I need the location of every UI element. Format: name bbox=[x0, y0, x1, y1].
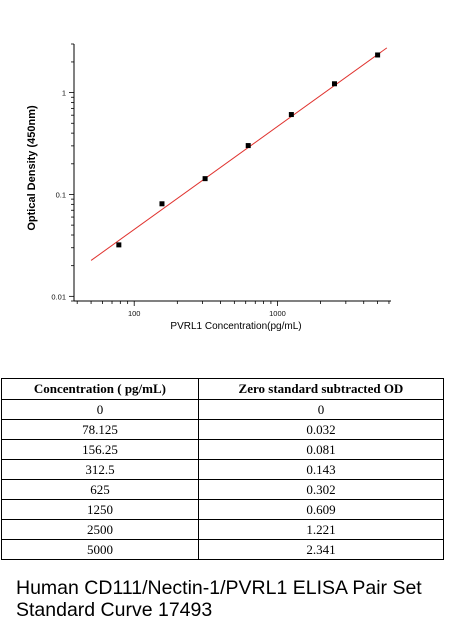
table-row: 156.25 0.081 bbox=[1, 439, 445, 460]
y-tick-label: 0.01 bbox=[51, 292, 66, 301]
data-point bbox=[375, 52, 381, 58]
od-cell: 0.143 bbox=[197, 459, 445, 480]
od-cell: 0.032 bbox=[197, 419, 445, 440]
table-row: 2500 1.221 bbox=[1, 519, 445, 540]
table-header-row: Concentration ( pg/mL) Zero standard sub… bbox=[1, 378, 445, 400]
data-points bbox=[116, 52, 381, 248]
x-axis-label: PVRL1 Concentration(pg/mL) bbox=[170, 321, 301, 332]
x-tick-label: 100 bbox=[128, 309, 141, 318]
table-row: 1250 0.609 bbox=[1, 499, 445, 520]
table-row: 312.5 0.143 bbox=[1, 459, 445, 480]
concentration-cell: 156.25 bbox=[1, 439, 199, 460]
concentration-cell: 1250 bbox=[1, 499, 199, 520]
od-cell: 1.221 bbox=[197, 519, 445, 540]
concentration-cell: 0 bbox=[1, 399, 199, 420]
y-tick-label: 1 bbox=[62, 89, 66, 98]
concentration-cell: 2500 bbox=[1, 519, 199, 540]
concentration-cell: 312.5 bbox=[1, 459, 199, 480]
x-tick-label: 1000 bbox=[269, 309, 286, 318]
column-header-od: Zero standard subtracted OD bbox=[197, 378, 445, 400]
data-point bbox=[159, 201, 165, 207]
data-point bbox=[331, 81, 337, 87]
fit-line bbox=[90, 47, 388, 261]
od-cell: 0.609 bbox=[197, 499, 445, 520]
data-point bbox=[288, 112, 294, 118]
table-row: 5000 2.341 bbox=[1, 539, 445, 560]
table-row: 78.125 0.032 bbox=[1, 419, 445, 440]
fit-line-layer bbox=[90, 47, 388, 261]
concentration-cell: 625 bbox=[1, 479, 199, 500]
column-header-concentration: Concentration ( pg/mL) bbox=[1, 378, 199, 400]
od-cell: 0 bbox=[197, 399, 445, 420]
axis-ticks: 100 1000 0.01 0.1 1 bbox=[51, 43, 390, 318]
data-point bbox=[116, 242, 122, 248]
od-cell: 0.302 bbox=[197, 479, 445, 500]
chart-axes bbox=[73, 44, 391, 302]
concentration-cell: 5000 bbox=[1, 539, 199, 560]
data-point bbox=[202, 176, 208, 182]
figure-caption: Human CD111/Nectin-1/PVRL1 ELISA Pair Se… bbox=[16, 577, 422, 621]
od-cell: 2.341 bbox=[197, 539, 445, 560]
y-tick-label: 0.1 bbox=[56, 190, 66, 199]
data-point bbox=[245, 143, 251, 149]
table-row: 625 0.302 bbox=[1, 479, 445, 500]
od-cell: 0.081 bbox=[197, 439, 445, 460]
standard-curve-table: Concentration ( pg/mL) Zero standard sub… bbox=[1, 378, 445, 560]
concentration-cell: 78.125 bbox=[1, 419, 199, 440]
y-axis-label: Optical Density (450nm) bbox=[26, 105, 38, 231]
